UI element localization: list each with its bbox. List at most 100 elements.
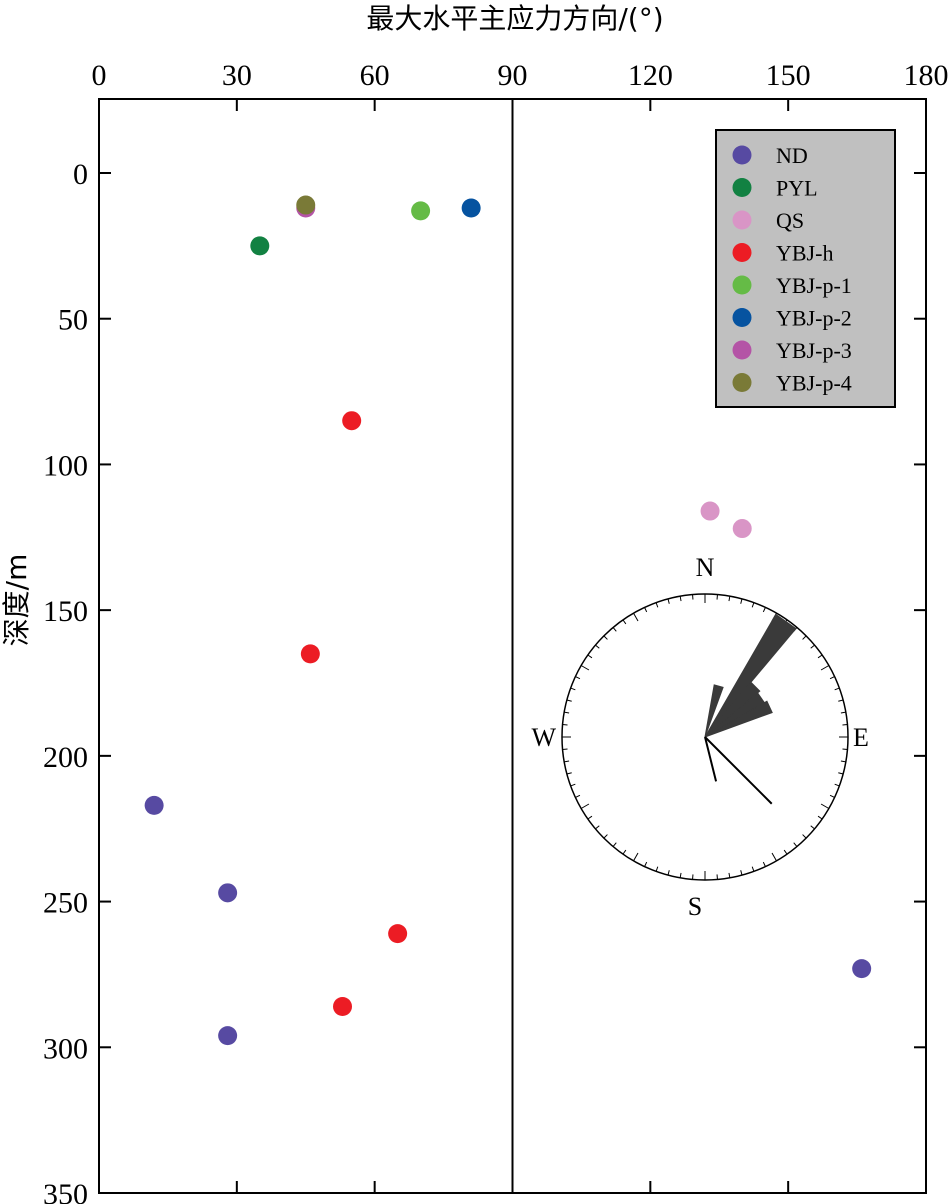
data-point-ybj-p-4 bbox=[296, 195, 316, 215]
rose-degree-tick bbox=[810, 644, 815, 649]
rose-petal bbox=[704, 684, 724, 738]
legend-marker bbox=[732, 308, 752, 327]
legend-marker bbox=[732, 178, 752, 197]
rose-degree-tick bbox=[566, 699, 572, 702]
legend-label: QS bbox=[776, 208, 804, 233]
rose-degree-tick bbox=[564, 760, 570, 763]
rose-degree-tick bbox=[728, 596, 731, 602]
rose-degree-tick bbox=[570, 783, 576, 787]
data-point-ybj-p-2 bbox=[461, 198, 481, 218]
data-point-ybj-h bbox=[333, 996, 353, 1016]
rose-degree-tick bbox=[838, 699, 844, 702]
axes-group: 0 30 60 90 120 150 180 0 50 100 150 200 250 300 350 bbox=[43, 59, 949, 1204]
y-tick-label: 100 bbox=[43, 449, 88, 482]
rose-degree-tick bbox=[802, 834, 807, 839]
rose-degree-tick bbox=[820, 803, 830, 809]
legend: ND PYL QS YBJ-h YBJ-p-1 YBJ-p-2 YBJ-p-3 YBJ-p-4 bbox=[715, 129, 896, 408]
rose-line bbox=[704, 736, 718, 782]
rose-degree-tick bbox=[834, 783, 840, 787]
rose-degree-tick bbox=[622, 849, 627, 855]
rose-degree-tick bbox=[566, 772, 572, 775]
rose-degree-tick bbox=[570, 687, 576, 691]
data-point-nd bbox=[218, 883, 238, 903]
rose-degree-tick bbox=[679, 872, 682, 878]
rose-diagram: N S E W bbox=[531, 553, 868, 921]
x-tick-label: 150 bbox=[766, 59, 811, 92]
rose-degree-tick bbox=[595, 825, 600, 830]
legend-label: YBJ-p-2 bbox=[776, 306, 852, 331]
rose-degree-tick bbox=[564, 711, 570, 714]
legend-marker bbox=[732, 373, 752, 392]
legend-marker bbox=[732, 275, 752, 295]
rose-degree-tick bbox=[644, 861, 648, 867]
rose-degree-tick bbox=[587, 815, 593, 820]
rose-degree-tick bbox=[751, 602, 755, 608]
legend-marker bbox=[732, 210, 752, 230]
rose-degree-tick bbox=[679, 596, 682, 602]
y-tick-label: 50 bbox=[58, 304, 88, 337]
legend-marker bbox=[732, 340, 752, 360]
rose-degree-tick bbox=[810, 825, 815, 830]
legend-label: YBJ-p-1 bbox=[776, 273, 852, 298]
rose-degree-tick bbox=[644, 607, 648, 613]
legend-marker bbox=[732, 145, 752, 165]
x-tick-label: 30 bbox=[222, 59, 252, 92]
rose-degree-tick bbox=[771, 852, 777, 862]
rose-degree-tick bbox=[575, 676, 581, 680]
legend-label: YBJ-p-4 bbox=[776, 371, 852, 396]
rose-degree-tick bbox=[612, 627, 617, 632]
rose-degree-tick bbox=[655, 602, 659, 608]
rose-degree-tick bbox=[820, 665, 830, 671]
x-axis-title: 最大水平主应力方向/(°) bbox=[366, 2, 663, 35]
rose-line bbox=[704, 736, 773, 805]
legend-label: YBJ-p-3 bbox=[776, 338, 852, 363]
rose-degree-tick bbox=[595, 644, 600, 649]
rose-degree-tick bbox=[633, 852, 639, 862]
rose-degree-tick bbox=[728, 872, 731, 878]
rose-degree-tick bbox=[667, 870, 670, 876]
y-tick-label: 0 bbox=[73, 158, 88, 191]
rose-degree-tick bbox=[612, 842, 617, 847]
rose-degree-tick bbox=[751, 866, 755, 872]
compass-label-west: W bbox=[531, 723, 556, 752]
legend-label: PYL bbox=[776, 176, 818, 201]
rose-degree-tick bbox=[802, 635, 807, 640]
rose-degree-tick bbox=[829, 676, 835, 680]
rose-degree-tick bbox=[580, 665, 590, 671]
legend-box bbox=[715, 129, 896, 408]
rose-degree-tick bbox=[587, 654, 593, 659]
rose-degree-tick bbox=[762, 861, 766, 867]
rose-degree-tick bbox=[667, 598, 670, 604]
rose-degree-tick bbox=[603, 635, 608, 640]
rose-degree-tick bbox=[575, 794, 581, 798]
y-tick-label: 350 bbox=[43, 1178, 88, 1204]
rose-degree-tick bbox=[740, 598, 743, 604]
rose-degree-tick bbox=[633, 612, 639, 622]
data-point-qs bbox=[732, 519, 752, 539]
rose-degree-tick bbox=[829, 794, 835, 798]
rose-degree-tick bbox=[622, 619, 627, 625]
rose-degree-tick bbox=[834, 687, 840, 691]
data-point-nd bbox=[852, 959, 872, 979]
data-point-pyl bbox=[250, 236, 270, 256]
rose-degree-tick bbox=[817, 815, 823, 820]
rose-degree-tick bbox=[783, 849, 788, 855]
x-tick-label: 120 bbox=[628, 59, 673, 92]
y-tick-label: 150 bbox=[43, 595, 88, 628]
data-point-ybj-h bbox=[300, 644, 320, 664]
rose-degree-tick bbox=[762, 607, 766, 613]
rose-degree-tick bbox=[603, 834, 608, 839]
legend-marker bbox=[732, 243, 752, 262]
x-tick-label: 90 bbox=[498, 59, 528, 92]
rose-degree-tick bbox=[655, 866, 659, 872]
rose-degree-tick bbox=[840, 760, 846, 763]
rose-degree-tick bbox=[793, 842, 798, 847]
rose-degree-tick bbox=[838, 772, 844, 775]
y-tick-label: 250 bbox=[43, 887, 88, 920]
rose-degree-tick bbox=[580, 803, 590, 809]
x-tick-label: 60 bbox=[360, 59, 390, 92]
rose-degree-tick bbox=[740, 870, 743, 876]
legend-label: ND bbox=[776, 143, 808, 168]
compass-label-south: S bbox=[688, 892, 702, 921]
